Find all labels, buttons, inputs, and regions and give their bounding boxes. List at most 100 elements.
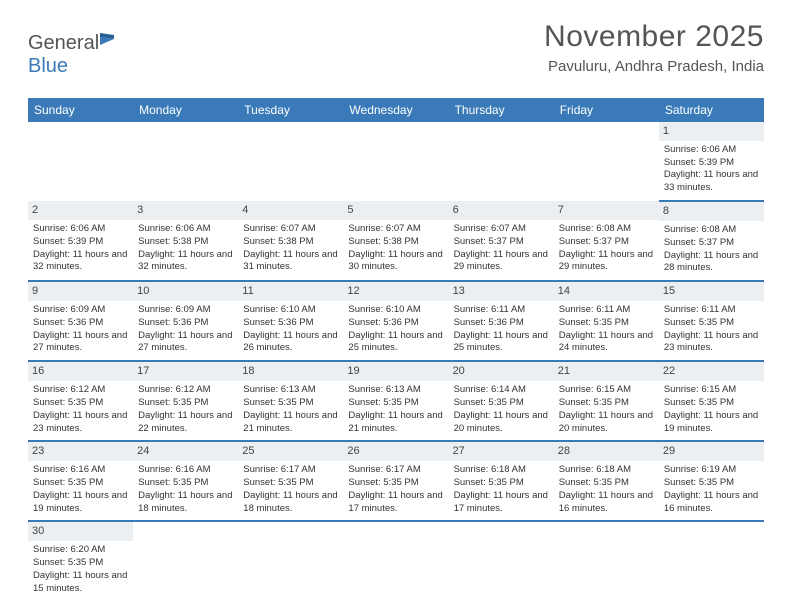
day-number: 6 xyxy=(449,201,554,220)
day-info: Sunrise: 6:15 AMSunset: 5:35 PMDaylight:… xyxy=(559,384,654,435)
day-number: 2 xyxy=(28,201,133,220)
calendar-cell: 3 Sunrise: 6:06 AMSunset: 5:38 PMDaylight… xyxy=(133,201,238,281)
calendar-cell: 28 Sunrise: 6:18 AMSunset: 5:35 PMDayligh… xyxy=(554,441,659,521)
day-info: Sunrise: 6:11 AMSunset: 5:35 PMDaylight:… xyxy=(559,304,654,355)
calendar-cell-empty xyxy=(449,122,554,201)
day-info: Sunrise: 6:11 AMSunset: 5:36 PMDaylight:… xyxy=(454,304,549,355)
calendar-cell: 17 Sunrise: 6:12 AMSunset: 5:35 PMDayligh… xyxy=(133,361,238,441)
day-number: 22 xyxy=(659,362,764,381)
calendar-row: 30Sunrise: 6:20 AMSunset: 5:35 PMDayligh… xyxy=(28,521,764,600)
day-number: 30 xyxy=(28,522,133,541)
day-number: 12 xyxy=(343,282,448,301)
calendar-cell: 9 Sunrise: 6:09 AMSunset: 5:36 PMDaylight… xyxy=(28,281,133,361)
day-info: Sunrise: 6:08 AMSunset: 5:37 PMDaylight:… xyxy=(559,223,654,274)
calendar-row: 2Sunrise: 6:06 AMSunset: 5:39 PMDaylight… xyxy=(28,201,764,281)
calendar-cell: 27 Sunrise: 6:18 AMSunset: 5:35 PMDayligh… xyxy=(449,441,554,521)
day-info: Sunrise: 6:16 AMSunset: 5:35 PMDaylight:… xyxy=(138,464,233,515)
calendar-row: 9 Sunrise: 6:09 AMSunset: 5:36 PMDaylight… xyxy=(28,281,764,361)
calendar-cell: 25Sunrise: 6:17 AMSunset: 5:35 PMDayligh… xyxy=(238,441,343,521)
day-info: Sunrise: 6:06 AMSunset: 5:38 PMDaylight:… xyxy=(138,223,233,274)
day-info: Sunrise: 6:17 AMSunset: 5:35 PMDaylight:… xyxy=(243,464,338,515)
day-number: 24 xyxy=(133,442,238,461)
weekday-header: Sunday xyxy=(28,98,133,122)
calendar-cell: 30Sunrise: 6:20 AMSunset: 5:35 PMDayligh… xyxy=(28,521,133,600)
calendar-cell: 21Sunrise: 6:15 AMSunset: 5:35 PMDayligh… xyxy=(554,361,659,441)
day-info: Sunrise: 6:06 AMSunset: 5:39 PMDaylight:… xyxy=(664,144,759,195)
day-info: Sunrise: 6:14 AMSunset: 5:35 PMDaylight:… xyxy=(454,384,549,435)
calendar-cell-empty xyxy=(238,521,343,600)
calendar-cell: 7 Sunrise: 6:08 AMSunset: 5:37 PMDaylight… xyxy=(554,201,659,281)
calendar-cell: 14 Sunrise: 6:11 AMSunset: 5:35 PMDayligh… xyxy=(554,281,659,361)
day-number: 10 xyxy=(133,282,238,301)
flag-icon xyxy=(100,30,118,44)
day-info: Sunrise: 6:18 AMSunset: 5:35 PMDaylight:… xyxy=(559,464,654,515)
calendar-cell: 15 Sunrise: 6:11 AMSunset: 5:35 PMDayligh… xyxy=(659,281,764,361)
logo-text-1: General xyxy=(28,32,99,54)
title-block: November 2025 Pavuluru, Andhra Pradesh, … xyxy=(544,20,764,75)
day-info: Sunrise: 6:13 AMSunset: 5:35 PMDaylight:… xyxy=(348,384,443,435)
calendar-cell-empty xyxy=(238,122,343,201)
calendar-cell: 22 Sunrise: 6:15 AMSunset: 5:35 PMDayligh… xyxy=(659,361,764,441)
day-number: 13 xyxy=(449,282,554,301)
day-number: 7 xyxy=(554,201,659,220)
day-number: 17 xyxy=(133,362,238,381)
weekday-header: Saturday xyxy=(659,98,764,122)
day-info: Sunrise: 6:16 AMSunset: 5:35 PMDaylight:… xyxy=(33,464,128,515)
logo: GeneralBlue xyxy=(28,32,119,78)
day-info: Sunrise: 6:10 AMSunset: 5:36 PMDaylight:… xyxy=(348,304,443,355)
day-info: Sunrise: 6:10 AMSunset: 5:36 PMDaylight:… xyxy=(243,304,338,355)
day-number: 23 xyxy=(28,442,133,461)
calendar-cell: 19 Sunrise: 6:13 AMSunset: 5:35 PMDayligh… xyxy=(343,361,448,441)
calendar-row: 1 Sunrise: 6:06 AMSunset: 5:39 PMDaylight… xyxy=(28,122,764,201)
calendar-cell: 2Sunrise: 6:06 AMSunset: 5:39 PMDaylight… xyxy=(28,201,133,281)
day-number: 5 xyxy=(343,201,448,220)
weekday-header: Tuesday xyxy=(238,98,343,122)
calendar-cell: 4 Sunrise: 6:07 AMSunset: 5:38 PMDaylight… xyxy=(238,201,343,281)
day-number: 4 xyxy=(238,201,343,220)
calendar-cell: 10 Sunrise: 6:09 AMSunset: 5:36 PMDayligh… xyxy=(133,281,238,361)
day-info: Sunrise: 6:18 AMSunset: 5:35 PMDaylight:… xyxy=(454,464,549,515)
day-number: 14 xyxy=(554,282,659,301)
day-info: Sunrise: 6:12 AMSunset: 5:35 PMDaylight:… xyxy=(33,384,128,435)
day-number: 8 xyxy=(659,202,764,221)
calendar-cell: 8Sunrise: 6:08 AMSunset: 5:37 PMDaylight… xyxy=(659,201,764,281)
calendar-cell: 6 Sunrise: 6:07 AMSunset: 5:37 PMDaylight… xyxy=(449,201,554,281)
weekday-row: SundayMondayTuesdayWednesdayThursdayFrid… xyxy=(28,98,764,122)
day-number: 16 xyxy=(28,362,133,381)
day-info: Sunrise: 6:07 AMSunset: 5:38 PMDaylight:… xyxy=(348,223,443,274)
day-info: Sunrise: 6:09 AMSunset: 5:36 PMDaylight:… xyxy=(138,304,233,355)
day-number: 1 xyxy=(659,122,764,141)
day-info: Sunrise: 6:09 AMSunset: 5:36 PMDaylight:… xyxy=(33,304,128,355)
calendar-cell: 16 Sunrise: 6:12 AMSunset: 5:35 PMDayligh… xyxy=(28,361,133,441)
calendar-cell-empty xyxy=(449,521,554,600)
calendar-cell-empty xyxy=(659,521,764,600)
day-info: Sunrise: 6:15 AMSunset: 5:35 PMDaylight:… xyxy=(664,384,759,435)
day-number: 19 xyxy=(343,362,448,381)
weekday-header: Friday xyxy=(554,98,659,122)
day-number: 15 xyxy=(659,282,764,301)
title-month: November 2025 xyxy=(544,20,764,54)
calendar-cell: 1 Sunrise: 6:06 AMSunset: 5:39 PMDaylight… xyxy=(659,122,764,201)
calendar-cell: 23 Sunrise: 6:16 AMSunset: 5:35 PMDayligh… xyxy=(28,441,133,521)
calendar-table: SundayMondayTuesdayWednesdayThursdayFrid… xyxy=(28,98,764,601)
day-number: 28 xyxy=(554,442,659,461)
day-info: Sunrise: 6:13 AMSunset: 5:35 PMDaylight:… xyxy=(243,384,338,435)
calendar-row: 23 Sunrise: 6:16 AMSunset: 5:35 PMDayligh… xyxy=(28,441,764,521)
calendar-cell-empty xyxy=(343,122,448,201)
header: GeneralBlue November 2025 Pavuluru, Andh… xyxy=(28,20,764,90)
day-info: Sunrise: 6:07 AMSunset: 5:37 PMDaylight:… xyxy=(454,223,549,274)
day-info: Sunrise: 6:12 AMSunset: 5:35 PMDaylight:… xyxy=(138,384,233,435)
day-number: 20 xyxy=(449,362,554,381)
calendar-cell: 5 Sunrise: 6:07 AMSunset: 5:38 PMDaylight… xyxy=(343,201,448,281)
calendar-cell: 12 Sunrise: 6:10 AMSunset: 5:36 PMDayligh… xyxy=(343,281,448,361)
day-number: 27 xyxy=(449,442,554,461)
day-number: 9 xyxy=(28,282,133,301)
calendar-cell-empty xyxy=(28,122,133,201)
calendar-cell: 20 Sunrise: 6:14 AMSunset: 5:35 PMDayligh… xyxy=(449,361,554,441)
day-number: 3 xyxy=(133,201,238,220)
day-info: Sunrise: 6:11 AMSunset: 5:35 PMDaylight:… xyxy=(664,304,759,355)
calendar-cell-empty xyxy=(343,521,448,600)
day-number: 18 xyxy=(238,362,343,381)
day-info: Sunrise: 6:07 AMSunset: 5:38 PMDaylight:… xyxy=(243,223,338,274)
calendar-cell: 11Sunrise: 6:10 AMSunset: 5:36 PMDayligh… xyxy=(238,281,343,361)
